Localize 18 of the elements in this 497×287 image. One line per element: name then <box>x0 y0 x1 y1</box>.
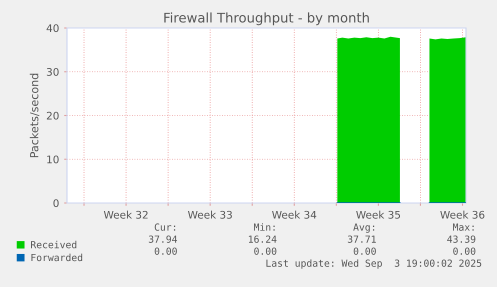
y-tick-label: 30 <box>46 68 59 76</box>
legend-label: Forwarded <box>31 254 82 262</box>
x-tick-label: Week 34 <box>272 210 316 219</box>
text: 0.00 0.00 0.00 0.00 <box>154 247 476 255</box>
x-tick-label: Week 35 <box>356 210 400 219</box>
y-tick-label: 20 <box>46 112 59 120</box>
y-tick-label: 0 <box>53 199 59 208</box>
y-axis-title: Packets/second <box>30 74 40 158</box>
y-tick-label: 40 <box>46 24 59 32</box>
x-tick-label: Week 32 <box>104 210 148 219</box>
text: Last update: Wed Sep 3 19:00:02 2025 <box>266 259 482 269</box>
chart-title: Firewall Throughput - by month <box>164 12 369 26</box>
x-tick-label: Week 33 <box>188 210 232 219</box>
text: 37.94 16.24 37.71 43.39 <box>148 235 476 243</box>
x-tick-label: Week 36 <box>440 210 484 219</box>
text: Cur: Min: Avg: Max: <box>154 223 474 233</box>
legend-label: Received <box>31 240 76 248</box>
y-tick-label: 10 <box>47 155 59 164</box>
